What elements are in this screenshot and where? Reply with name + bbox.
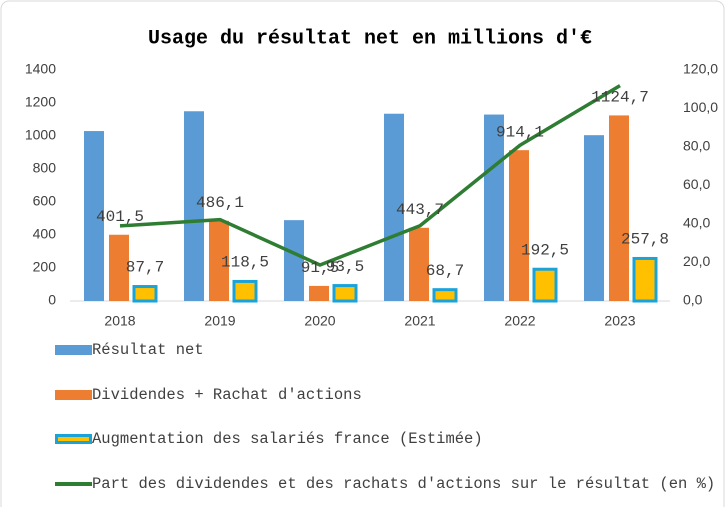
- x-tick-label: 2019: [204, 313, 235, 329]
- bar: [584, 135, 604, 301]
- data-label: 257,8: [621, 231, 669, 249]
- y-tick-label: 1000: [25, 127, 56, 143]
- y2-tick-label: 80,0: [683, 138, 710, 154]
- legend-label: Résultat net: [92, 340, 204, 360]
- bar: [509, 150, 529, 301]
- legend-item: Part des dividendes et des rachats d'act…: [55, 474, 720, 518]
- legend: Résultat net Dividendes + Rachat d'action…: [55, 340, 720, 518]
- y-tick-label: 1200: [25, 94, 56, 110]
- bar: [484, 115, 504, 301]
- legend-swatch: [55, 345, 92, 355]
- chart-title: Usage du résultat net en millions d'€: [148, 27, 592, 50]
- x-tick-label: 2023: [604, 313, 635, 329]
- legend-swatch: [55, 482, 92, 486]
- y2-tick-label: 40,0: [683, 215, 710, 231]
- y-tick-label: 800: [33, 160, 57, 176]
- legend-label: Part des dividendes et des rachats d'act…: [92, 474, 715, 494]
- legend-item: Résultat net: [55, 340, 720, 385]
- y2-tick-label: 100,0: [683, 99, 718, 115]
- bar: [234, 281, 256, 301]
- data-label: 68,7: [426, 262, 464, 280]
- x-tick-label: 2021: [404, 313, 435, 329]
- data-label: 914,1: [496, 123, 544, 141]
- bar: [434, 290, 456, 301]
- x-tick-label: 2022: [504, 313, 535, 329]
- data-label: 486,1: [196, 194, 244, 212]
- bar: [609, 115, 629, 301]
- bar: [134, 287, 156, 301]
- page: Usage du résultat net en millions d'€ 0 2…: [0, 0, 725, 507]
- x-tick-label: 2018: [104, 313, 135, 329]
- data-label: 443,7: [396, 201, 444, 219]
- legend-swatch: [55, 390, 92, 400]
- bar: [634, 258, 656, 301]
- y-tick-label: 400: [33, 226, 57, 242]
- legend-item: Dividendes + Rachat d'actions: [55, 385, 720, 430]
- legend-item: Augmentation des salariés france (Estimé…: [55, 429, 720, 474]
- data-label: 192,5: [521, 241, 569, 259]
- y2-tick-label: 120,0: [683, 61, 718, 77]
- data-label: 93,5: [326, 258, 364, 276]
- data-label: 1124,7: [591, 89, 649, 107]
- x-tick-label: 2020: [304, 313, 335, 329]
- y-tick-label: 200: [33, 259, 57, 275]
- y-tick-label: 0: [48, 292, 56, 308]
- legend-label: Dividendes + Rachat d'actions: [92, 385, 362, 405]
- y2-tick-label: 60,0: [683, 176, 710, 192]
- y-tick-label: 1400: [25, 61, 56, 77]
- data-label: 401,5: [96, 208, 144, 226]
- bar: [534, 269, 556, 301]
- y2-tick-label: 0,0: [683, 292, 703, 308]
- legend-label: Augmentation des salariés france (Estimé…: [92, 429, 483, 449]
- data-label: 87,7: [126, 259, 164, 277]
- y-tick-label: 600: [33, 193, 57, 209]
- legend-swatch: [55, 434, 92, 444]
- bar: [334, 286, 356, 301]
- data-label: 118,5: [221, 254, 269, 272]
- y2-tick-label: 20,0: [683, 253, 710, 269]
- bar: [309, 286, 329, 301]
